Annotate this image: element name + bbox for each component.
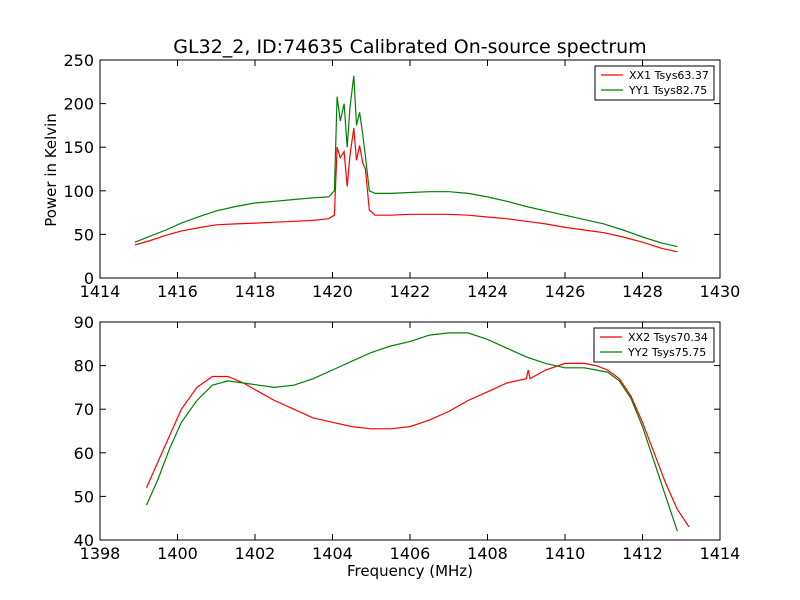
y-tick-label: 150 [63, 138, 94, 157]
series-line-bottom-1 [145, 332, 678, 532]
x-tick-label: 1406 [390, 544, 431, 563]
x-tick-label: 1398 [80, 544, 121, 563]
legend-entry: XX1 Tsys63.37 [629, 69, 709, 82]
x-tick-label: 1408 [467, 544, 508, 563]
series-line-bottom-0 [145, 362, 690, 528]
x-tick-label: 1428 [622, 282, 663, 301]
x-tick-label: 1424 [467, 282, 508, 301]
y-tick-label: 0 [84, 269, 94, 288]
y-tick-label: 250 [63, 51, 94, 70]
y-tick-label: 80 [74, 357, 94, 376]
y-tick-label: 50 [74, 487, 94, 506]
x-tick-label: 1414 [80, 282, 121, 301]
x-tick-label: 1416 [157, 282, 198, 301]
y-tick-label: 40 [74, 531, 94, 550]
x-tick-label: 1402 [235, 544, 276, 563]
y-tick-label: 70 [74, 400, 94, 419]
y-tick-label: 100 [63, 182, 94, 201]
x-tick-label: 1410 [545, 544, 586, 563]
legend-box [593, 327, 715, 363]
x-tick-label: 1422 [390, 282, 431, 301]
legend-entry: YY2 Tsys75.75 [627, 346, 706, 359]
x-tick-label: 1426 [545, 282, 586, 301]
x-axis-label: Frequency (MHz) [347, 562, 473, 580]
y-tick-label: 90 [74, 313, 94, 332]
y-tick-label: 50 [74, 225, 94, 244]
y-tick-label: 60 [74, 444, 94, 463]
x-tick-label: 1400 [157, 544, 198, 563]
x-tick-label: 1418 [235, 282, 276, 301]
chart-title: GL32_2, ID:74635 Calibrated On-source sp… [173, 36, 646, 58]
legend-entry: XX2 Tsys70.34 [628, 331, 708, 344]
top-plot: 1414 1416 1418 1420 1422 1424 1426 1428 1430 0 50 1… [63, 51, 740, 301]
series-line-top-1 [134, 75, 678, 248]
bottom-plot: 1398 1400 1402 1404 1406 1408 1410 1412 1414 40 50… [74, 313, 741, 563]
x-tick-label: 1420 [312, 282, 353, 301]
y-tick-label: 200 [63, 95, 94, 114]
y-axis-label: Power in Kelvin [42, 113, 60, 227]
x-tick-label: 1430 [700, 282, 741, 301]
legend-entry: YY1 Tsys82.75 [628, 84, 707, 97]
x-tick-label: 1404 [312, 544, 353, 563]
legend: XX2 Tsys70.34 YY2 Tsys75.75 [593, 327, 715, 363]
x-tick-label: 1414 [700, 544, 741, 563]
x-tick-label: 1412 [622, 544, 663, 563]
legend-box [594, 65, 715, 101]
legend: XX1 Tsys63.37 YY1 Tsys82.75 [594, 65, 715, 101]
series-line-top-0 [134, 127, 678, 253]
